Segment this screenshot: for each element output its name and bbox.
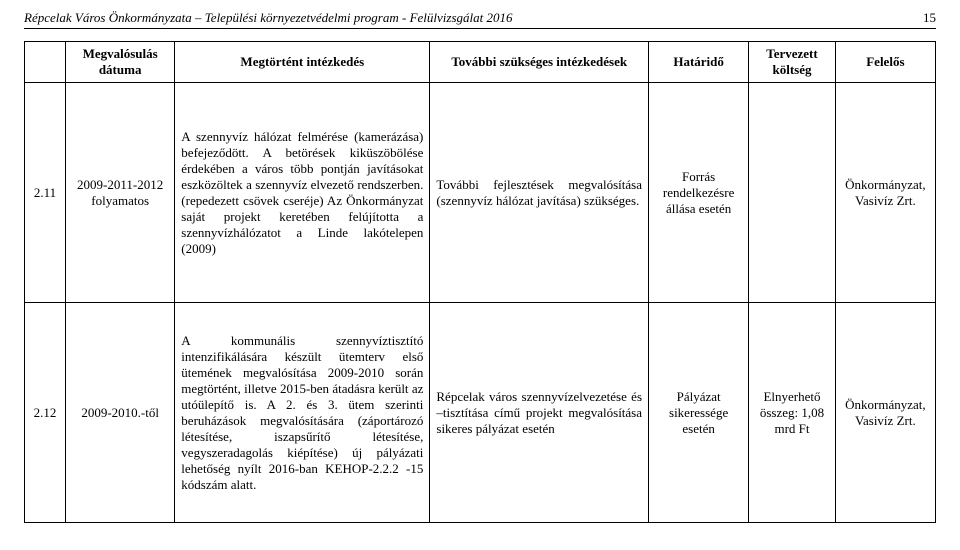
col-date: Megvalósulás dátuma [65,42,174,83]
table-row: 2.11 2009-2011-2012 folyamatos A szennyv… [25,83,936,303]
cell-further: Répcelak város szennyvízelvezetése és –t… [430,303,649,523]
col-done: Megtörtént intézkedés [175,42,430,83]
header-title: Répcelak Város Önkormányzata – Település… [24,10,513,26]
cell-cost: Elnyerhető összeg: 1,08 mrd Ft [749,303,836,523]
cell-num: 2.11 [25,83,66,303]
cell-num: 2.12 [25,303,66,523]
cell-resp: Önkormányzat, Vasivíz Zrt. [835,83,935,303]
cell-date: 2009-2011-2012 folyamatos [65,83,174,303]
page-header: Répcelak Város Önkormányzata – Település… [24,10,936,29]
cell-resp: Önkormányzat, Vasivíz Zrt. [835,303,935,523]
cell-deadline: Forrás rendelkezésre állása esetén [649,83,749,303]
cell-cost [749,83,836,303]
col-resp: Felelős [835,42,935,83]
cell-date: 2009-2010.-től [65,303,174,523]
cell-done: A kommunális szennyvíztisztító intenzifi… [175,303,430,523]
table-row: 2.12 2009-2010.-től A kommunális szennyv… [25,303,936,523]
header-page-number: 15 [923,10,936,26]
actions-table: Megvalósulás dátuma Megtörtént intézkedé… [24,41,936,523]
col-blank [25,42,66,83]
table-header-row: Megvalósulás dátuma Megtörtént intézkedé… [25,42,936,83]
cell-done: A szennyvíz hálózat felmérése (kamerázás… [175,83,430,303]
page: Répcelak Város Önkormányzata – Település… [0,0,960,529]
col-further: További szükséges intézkedések [430,42,649,83]
col-cost: Tervezett költség [749,42,836,83]
cell-further: További fejlesztések megvalósítása (szen… [430,83,649,303]
cell-deadline: Pályázat sikeressége esetén [649,303,749,523]
col-deadline: Határidő [649,42,749,83]
